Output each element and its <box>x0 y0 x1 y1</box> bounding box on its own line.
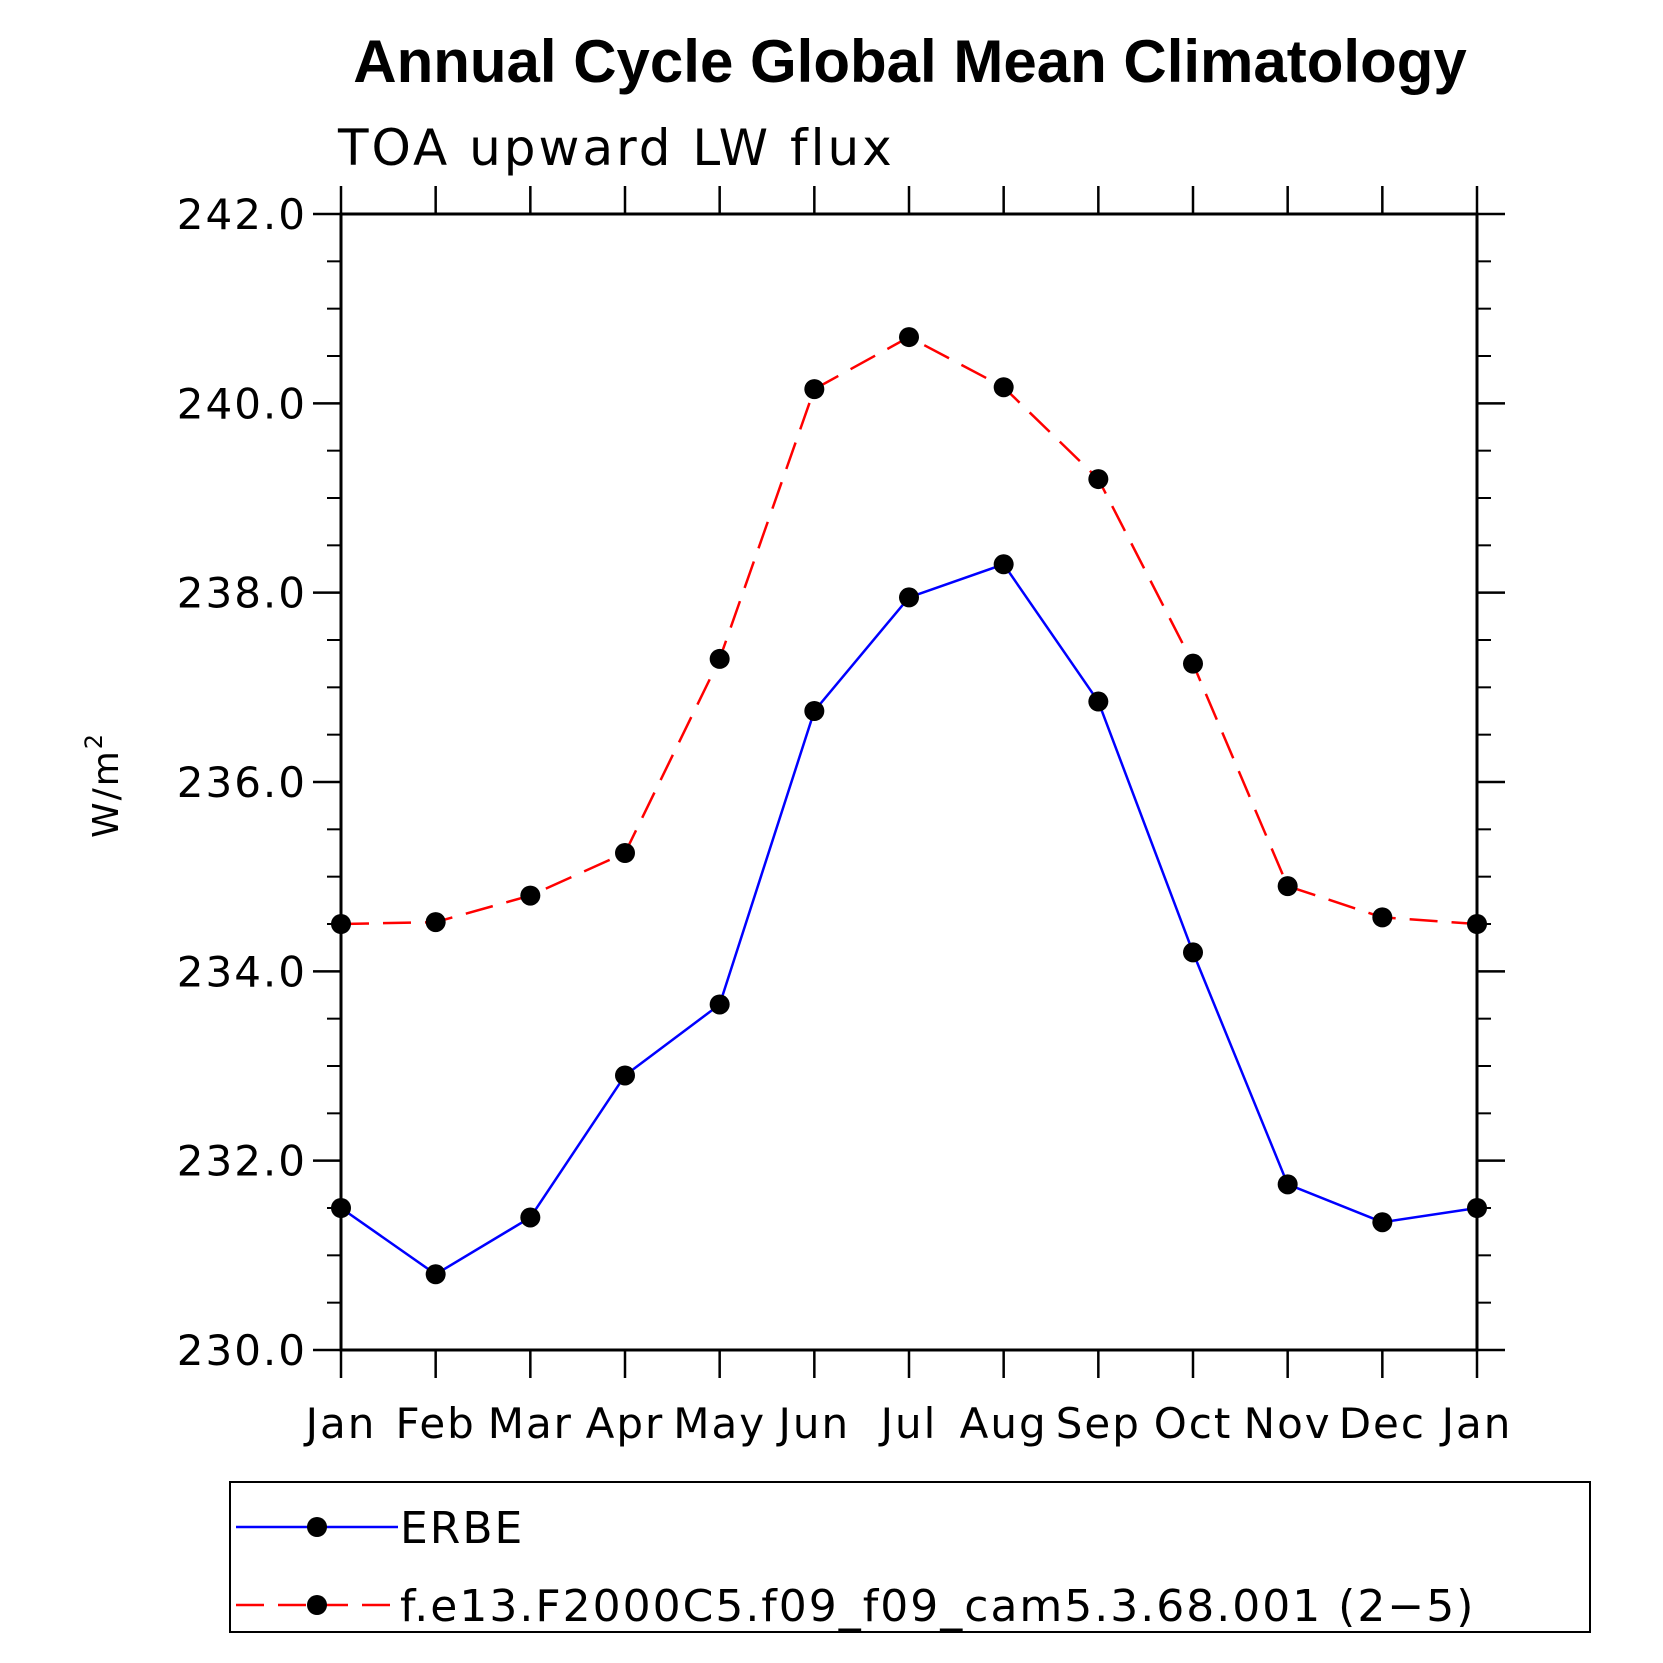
data-point <box>709 994 730 1015</box>
x-tick-label: Jul <box>878 1399 938 1448</box>
x-tick-label: Aug <box>960 1399 1048 1448</box>
data-point <box>425 1264 446 1285</box>
data-point <box>1372 1212 1393 1233</box>
y-tick-label: 232.0 <box>177 1137 307 1186</box>
legend-item: f.e13.F2000C5.f09_f09_cam5.3.68.001 (2−5… <box>236 1581 1475 1632</box>
series-erbe <box>331 554 1487 1285</box>
data-point <box>804 379 825 400</box>
data-point <box>1277 876 1298 897</box>
data-point <box>615 843 635 863</box>
legend-label: f.e13.F2000C5.f09_f09_cam5.3.68.001 (2−5… <box>400 1581 1475 1632</box>
plot-frame <box>339 212 1479 1352</box>
legend-swatch-marker <box>307 1517 327 1537</box>
data-point <box>1372 907 1393 928</box>
legend: ERBE f.e13.F2000C5.f09_f09_cam5.3.68.001 … <box>229 1481 1591 1633</box>
data-point <box>1088 469 1109 490</box>
x-tick-label: Dec <box>1339 1399 1426 1448</box>
legend-box <box>229 1481 1591 1633</box>
data-point <box>709 648 730 669</box>
data-point <box>1183 942 1203 963</box>
x-tick-label: Feb <box>395 1399 475 1448</box>
x-tick-label: Apr <box>586 1399 665 1448</box>
series-layer <box>331 327 1487 1285</box>
data-point <box>993 377 1014 398</box>
legend-label: ERBE <box>400 1503 524 1554</box>
svg-text:W/m2: W/m2 <box>80 732 127 838</box>
y-tick-label: 238.0 <box>177 569 307 618</box>
data-point <box>520 885 541 906</box>
chart-title: Annual Cycle Global Mean Climatology <box>353 28 1467 95</box>
x-tick-label: May <box>673 1399 766 1448</box>
y-tick-label: 242.0 <box>177 190 307 239</box>
data-point <box>1088 691 1109 712</box>
data-point <box>993 554 1014 575</box>
y-tick-label: 240.0 <box>177 379 307 428</box>
data-point <box>899 327 919 348</box>
series-model <box>331 327 1487 934</box>
x-tick-label: Mar <box>488 1399 573 1448</box>
data-point <box>899 587 919 608</box>
y-axis-label-superscript: 2 <box>80 732 108 749</box>
chart-subtitle: TOA upward LW flux <box>337 119 895 177</box>
series-line <box>340 335 1478 926</box>
data-point <box>425 912 446 933</box>
y-axis-label-text: W/m <box>86 749 127 838</box>
legend-items: ERBE f.e13.F2000C5.f09_f09_cam5.3.68.001 … <box>236 1503 1475 1632</box>
y-axis-label: W/m2 <box>80 732 127 838</box>
legend-item: ERBE <box>236 1503 524 1554</box>
y-tick-label: 234.0 <box>177 947 307 996</box>
data-point <box>1277 1174 1298 1195</box>
x-tick-label: Jan <box>303 1399 377 1448</box>
x-tick-label: Oct <box>1154 1399 1233 1448</box>
y-tick-label: 230.0 <box>177 1326 307 1375</box>
data-point <box>520 1207 541 1228</box>
x-tick-label: Sep <box>1056 1399 1141 1448</box>
legend-swatch-marker <box>307 1595 327 1615</box>
data-point <box>1183 653 1203 674</box>
x-tick-label: Nov <box>1244 1399 1332 1448</box>
ticks-layer: 230.0 232.0 234.0 236.0 238.0 240.0 242.0 Jan Fe… <box>177 186 1513 1448</box>
y-tick-label: 236.0 <box>177 758 307 807</box>
data-point <box>615 1065 635 1086</box>
x-tick-label: Jan <box>1439 1399 1513 1448</box>
series-line <box>340 562 1478 1276</box>
data-point <box>804 701 825 721</box>
x-tick-label: Jun <box>776 1399 851 1448</box>
